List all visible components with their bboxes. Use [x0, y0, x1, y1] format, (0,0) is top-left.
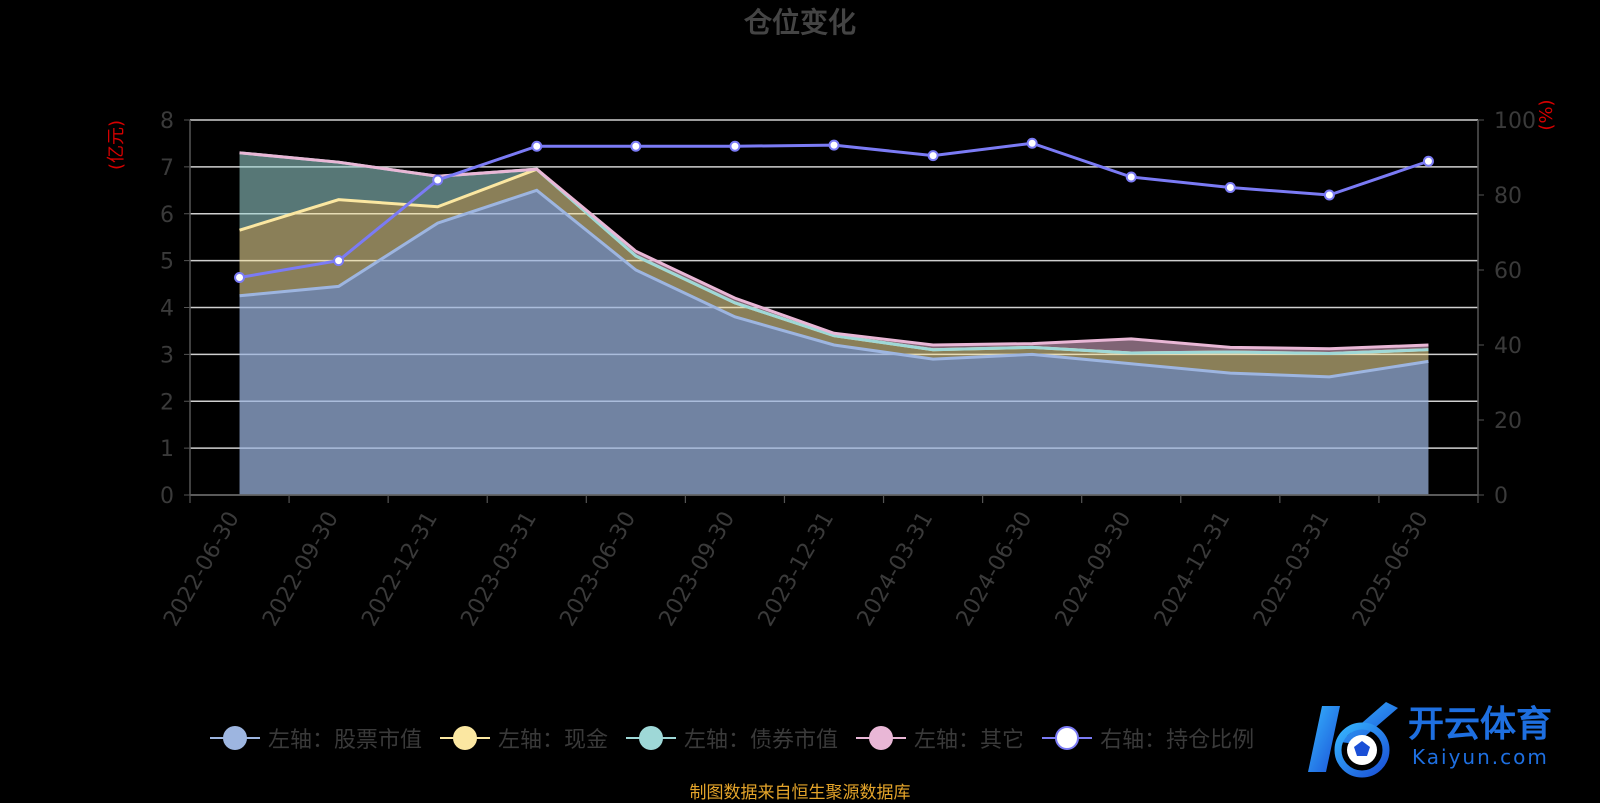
right-axis-name: (%) — [1536, 99, 1557, 130]
x-axis-tick-label: 2024-06-30 — [952, 508, 1038, 631]
ratio-point — [531, 140, 543, 152]
ratio-point — [1224, 182, 1236, 193]
left-axis-name: (亿元) — [106, 120, 127, 170]
ratio-point — [1125, 171, 1137, 183]
right-axis-tick-label: 20 — [1494, 409, 1522, 434]
right-axis-tick-label: 60 — [1494, 259, 1522, 284]
chart-title: 仓位变化 — [744, 6, 856, 39]
ratio-point — [828, 139, 840, 151]
ratio-point — [927, 150, 939, 162]
right-axis-tick-label: 0 — [1494, 484, 1508, 509]
right-axis-tick-label: 40 — [1494, 334, 1522, 359]
legend-cash-label: 左轴：现金 — [498, 728, 609, 753]
left-axis-tick-label: 4 — [160, 297, 174, 322]
x-axis-tick-label: 2024-12-31 — [1150, 508, 1236, 631]
x-axis-tick-label: 2022-12-31 — [357, 508, 443, 631]
x-axis-tick-label: 2022-06-30 — [159, 508, 245, 631]
right-axis-tick-label: 100 — [1494, 109, 1536, 134]
ratio-point — [432, 174, 444, 186]
legend-stock-marker — [210, 725, 260, 751]
left-axis-tick-label: 0 — [160, 484, 174, 509]
left-axis-tick-label: 2 — [160, 390, 174, 415]
ratio-point — [1323, 189, 1335, 201]
legend-other-label: 左轴：其它 — [914, 728, 1025, 753]
x-axis-tick-label: 2025-06-30 — [1348, 508, 1434, 631]
x-axis-tick-label: 2024-09-30 — [1051, 508, 1137, 631]
data-source-note: 制图数据来自恒生聚源数据库 — [689, 783, 911, 803]
legend-stock-label: 左轴：股票市值 — [268, 728, 423, 753]
left-axis-tick-label: 7 — [160, 156, 174, 181]
x-axis-tick-label: 2023-03-31 — [456, 508, 542, 631]
x-axis-tick-label: 2023-12-31 — [754, 508, 840, 631]
legend-ratio-label: 右轴：持仓比例 — [1100, 728, 1255, 753]
k-ball-icon — [1308, 702, 1398, 778]
legend-item-ratio[interactable]: 右轴：持仓比例 — [1042, 722, 1254, 754]
right-axis-tick-label: 80 — [1494, 184, 1522, 209]
legend-bond-label: 左轴：债券市值 — [684, 728, 839, 753]
ratio-point — [333, 255, 345, 267]
area-edge-0 — [239, 188, 1429, 379]
legend-item-other[interactable]: 左轴：其它 — [856, 722, 1024, 754]
ratio-point — [1422, 155, 1434, 167]
x-axis-tick-label: 2023-09-30 — [655, 508, 741, 631]
legend-ratio-marker — [1042, 725, 1093, 751]
left-axis-tick-label: 1 — [160, 437, 174, 462]
x-axis-tick-label: 2025-03-31 — [1249, 508, 1335, 631]
area-fill-1 — [239, 169, 1429, 377]
chart-legend: 左轴：股票市值 左轴：现金 左轴：债券市值 左轴：其它 右轴：持仓比例 — [210, 718, 1254, 758]
stacked-areas — [239, 151, 1429, 495]
legend-item-stock[interactable]: 左轴：股票市值 — [210, 722, 422, 754]
left-axis-tick-label: 6 — [160, 203, 174, 228]
left-axis-tick-label: 8 — [160, 109, 174, 134]
area-fill-0 — [239, 190, 1429, 495]
left-axis-tick-label: 5 — [160, 250, 174, 275]
legend-cash-marker — [440, 725, 491, 751]
x-axis-tick-label: 2022-09-30 — [258, 508, 344, 631]
watermark-brand-cn: 开云体育 — [1408, 704, 1552, 745]
ratio-line — [234, 137, 1434, 283]
area-fill-2 — [239, 152, 1429, 354]
legend-item-cash[interactable]: 左轴：现金 — [440, 722, 608, 754]
x-axis-tick-label: 2023-06-30 — [555, 508, 641, 631]
ratio-point — [729, 140, 741, 152]
legend-bond-marker — [626, 725, 677, 751]
legend-item-bond[interactable]: 左轴：债券市值 — [626, 722, 838, 754]
x-axis-tick-label: 2024-03-31 — [853, 508, 939, 631]
watermark-brand-en: Kaiyun.com — [1412, 745, 1549, 769]
left-axis-tick-label: 3 — [160, 343, 174, 368]
ratio-point — [234, 272, 246, 283]
ratio-point — [1026, 137, 1038, 149]
ratio-point — [630, 140, 642, 152]
watermark-logo: 开云体育 Kaiyun.com — [1308, 702, 1552, 778]
legend-other-marker — [856, 725, 907, 751]
